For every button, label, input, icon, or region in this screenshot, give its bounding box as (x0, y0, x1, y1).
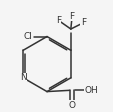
Text: F: F (69, 12, 74, 21)
Text: OH: OH (84, 86, 97, 95)
Text: F: F (55, 16, 60, 25)
Text: O: O (68, 101, 75, 110)
Text: Cl: Cl (24, 32, 32, 41)
Text: N: N (20, 73, 26, 82)
Text: F: F (80, 18, 85, 27)
